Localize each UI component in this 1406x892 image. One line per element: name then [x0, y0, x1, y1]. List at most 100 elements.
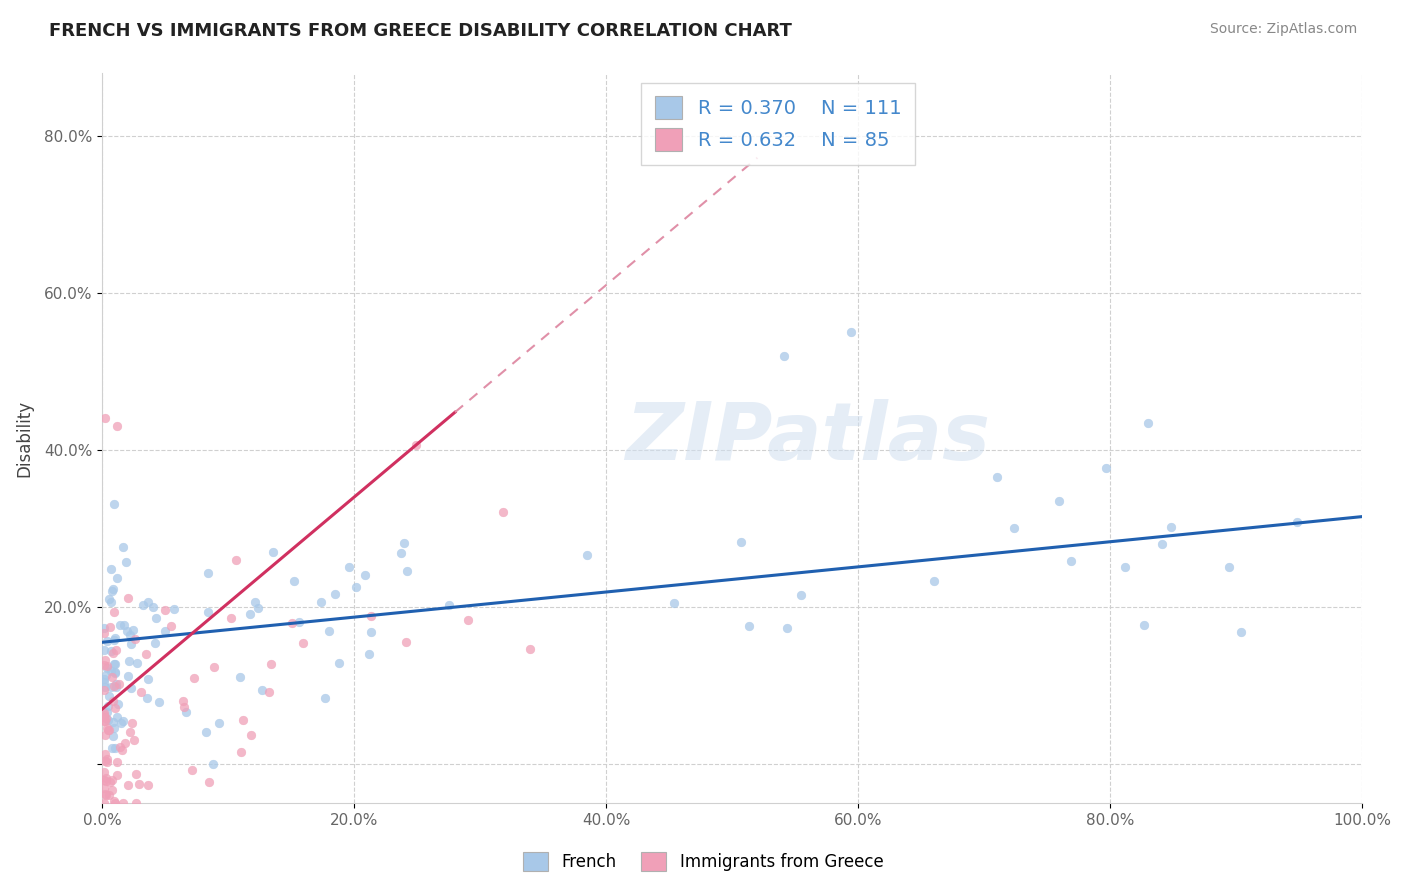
Point: [1150, 536, 1173, 550]
Point: [103, 794, 125, 808]
Point: [103, 721, 125, 735]
Point: [194, 724, 217, 739]
Point: [576, 548, 599, 562]
Point: [96, 773, 118, 788]
Point: [219, 611, 242, 625]
Y-axis label: Disability: Disability: [15, 400, 32, 476]
Point: [105, 755, 128, 769]
Point: [202, 756, 225, 771]
Point: [94, 754, 117, 768]
Point: [281, 615, 304, 630]
Point: [96, 705, 118, 719]
Point: [101, 646, 124, 660]
Point: [117, 668, 139, 682]
Point: [136, 672, 159, 686]
Point: [97, 723, 120, 738]
Point: [94, 771, 117, 785]
Point: [789, 588, 811, 602]
Point: [107, 697, 129, 711]
Point: [93, 796, 115, 810]
Point: [98, 620, 121, 634]
Point: [839, 325, 862, 339]
Point: [104, 796, 127, 810]
Legend: French, Immigrants from Greece: French, Immigrants from Greece: [515, 843, 891, 880]
Point: [1160, 519, 1182, 533]
Point: [96, 721, 118, 735]
Point: [198, 775, 221, 789]
Point: [1285, 515, 1308, 529]
Point: [1114, 560, 1136, 574]
Point: [148, 695, 170, 709]
Text: Source: ZipAtlas.com: Source: ZipAtlas.com: [1209, 22, 1357, 37]
Point: [104, 665, 127, 679]
Point: [115, 624, 138, 638]
Point: [104, 657, 127, 672]
Legend: R = 0.370    N = 111, R = 0.632    N = 85: R = 0.370 N = 111, R = 0.632 N = 85: [641, 83, 915, 164]
Point: [104, 631, 127, 645]
Point: [231, 745, 253, 759]
Point: [395, 635, 418, 649]
Point: [101, 670, 124, 684]
Point: [104, 740, 127, 755]
Point: [250, 683, 273, 698]
Point: [136, 778, 159, 792]
Point: [121, 716, 143, 731]
Point: [120, 681, 142, 695]
Point: [103, 605, 125, 619]
Point: [519, 642, 541, 657]
Point: [437, 598, 460, 612]
Point: [173, 700, 195, 714]
Point: [395, 565, 418, 579]
Point: [111, 743, 134, 757]
Point: [105, 710, 128, 724]
Point: [131, 684, 153, 698]
Point: [115, 555, 138, 569]
Point: [124, 632, 146, 646]
Point: [93, 620, 115, 634]
Point: [93, 706, 115, 721]
Point: [96, 661, 118, 675]
Point: [97, 723, 120, 738]
Point: [337, 559, 360, 574]
Point: [103, 657, 125, 671]
Point: [93, 626, 115, 640]
Point: [94, 728, 117, 742]
Point: [97, 714, 120, 728]
Point: [94, 787, 117, 801]
Point: [174, 705, 197, 719]
Point: [405, 438, 427, 452]
Point: [108, 618, 131, 632]
Point: [155, 603, 177, 617]
Point: [100, 664, 122, 678]
Point: [94, 714, 117, 728]
Point: [93, 780, 115, 795]
Point: [392, 536, 415, 550]
Point: [93, 675, 115, 690]
Point: [120, 637, 142, 651]
Point: [112, 618, 135, 632]
Point: [262, 545, 284, 559]
Point: [239, 607, 262, 621]
Point: [389, 546, 412, 560]
Point: [108, 740, 131, 755]
Point: [260, 657, 283, 671]
Point: [117, 591, 139, 606]
Point: [183, 671, 205, 685]
Point: [94, 747, 117, 762]
Point: [118, 724, 141, 739]
Point: [1137, 416, 1160, 430]
Point: [117, 778, 139, 792]
Point: [122, 733, 145, 747]
Point: [94, 411, 117, 425]
Point: [153, 624, 176, 638]
Point: [246, 600, 269, 615]
Point: [104, 701, 127, 715]
Point: [243, 595, 266, 609]
Point: [132, 598, 155, 612]
Point: [94, 653, 117, 667]
Point: [105, 768, 128, 782]
Point: [232, 714, 254, 728]
Point: [94, 668, 117, 682]
Point: [208, 715, 231, 730]
Point: [97, 689, 120, 703]
